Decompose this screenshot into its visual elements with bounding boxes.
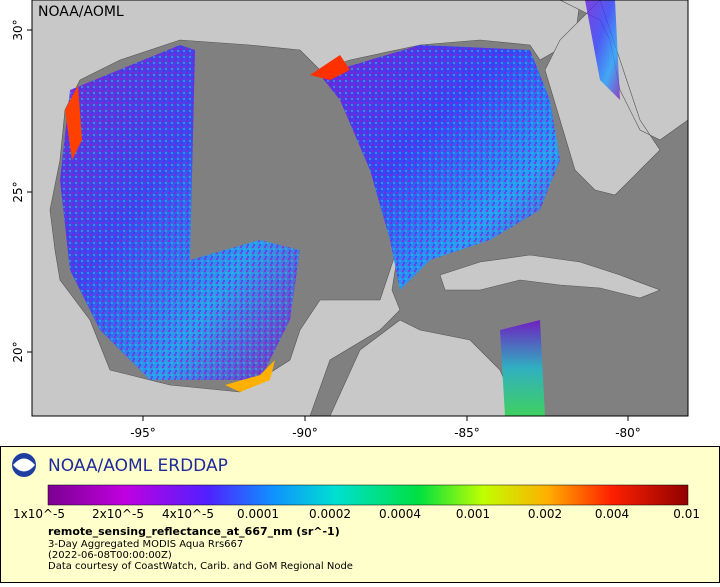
map: NOAA/AOML -95° -90° -85° -80° 30° 25° 20… xyxy=(11,0,689,440)
variable-name: remote_sensing_reflectance_at_667_nm (sr… xyxy=(48,525,340,538)
x-tick-label: -95° xyxy=(130,426,156,440)
colorbar-label: 0.004 xyxy=(595,507,629,521)
legend: NOAA/AOML ERDDAP 1x10^-5 2x10^-5 4x10^-5… xyxy=(0,446,720,583)
y-tick-label: 30° xyxy=(11,19,25,40)
legend-box xyxy=(0,446,720,583)
data-coastal-high xyxy=(225,360,275,392)
x-ticks: -95° -90° -85° -80° xyxy=(130,416,641,440)
colorbar-label: 2x10^-5 xyxy=(92,507,144,521)
colorbar-label: 4x10^-5 xyxy=(162,507,214,521)
y-tick-label: 25° xyxy=(11,181,25,202)
colorbar-label: 0.001 xyxy=(456,507,490,521)
legend-line: (2022-06-08T00:00:00Z) xyxy=(48,550,172,561)
x-tick-label: -80° xyxy=(615,426,641,440)
land-west xyxy=(31,0,581,417)
noaa-logo-wave xyxy=(13,458,35,472)
data-texture-east xyxy=(320,45,560,290)
x-tick-label: -90° xyxy=(292,426,318,440)
data-coastal-high xyxy=(65,85,82,160)
colorbar-label: 1x10^-5 xyxy=(13,507,65,521)
data-coastal-high xyxy=(310,55,350,80)
data-texture-west xyxy=(60,45,300,380)
map-frame xyxy=(31,0,689,417)
legend-line: Data courtesy of CoastWatch, Carib. and … xyxy=(48,561,353,572)
data-swath-caribbean xyxy=(500,320,545,416)
colorbar-label: 0.0001 xyxy=(237,507,279,521)
y-ticks: 30° 25° 20° xyxy=(11,19,32,363)
data-swath-atlantic xyxy=(585,0,620,100)
colorbar-label: 0.01 xyxy=(673,507,700,521)
colorbar-labels: 1x10^-5 2x10^-5 4x10^-5 0.0001 0.0002 0.… xyxy=(13,507,700,521)
title-box xyxy=(33,1,113,19)
legend-line: 3-Day Aggregated MODIS Aqua Rrs667 xyxy=(48,539,243,550)
x-tick-label: -85° xyxy=(454,426,480,440)
colorbar-label: 0.0004 xyxy=(379,507,421,521)
colorbar-label: 0.0002 xyxy=(309,507,351,521)
y-tick-label: 20° xyxy=(11,341,25,362)
colorbar-label: 0.002 xyxy=(528,507,562,521)
brand: NOAA/AOML ERDDAP xyxy=(48,456,228,476)
cuba xyxy=(439,254,661,299)
map-title: NOAA/AOML xyxy=(38,4,124,20)
colorbar xyxy=(47,484,689,506)
